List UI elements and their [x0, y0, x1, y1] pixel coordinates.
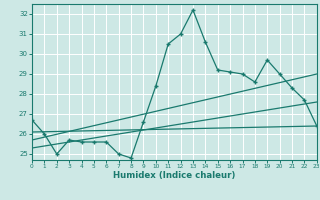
X-axis label: Humidex (Indice chaleur): Humidex (Indice chaleur) — [113, 171, 236, 180]
